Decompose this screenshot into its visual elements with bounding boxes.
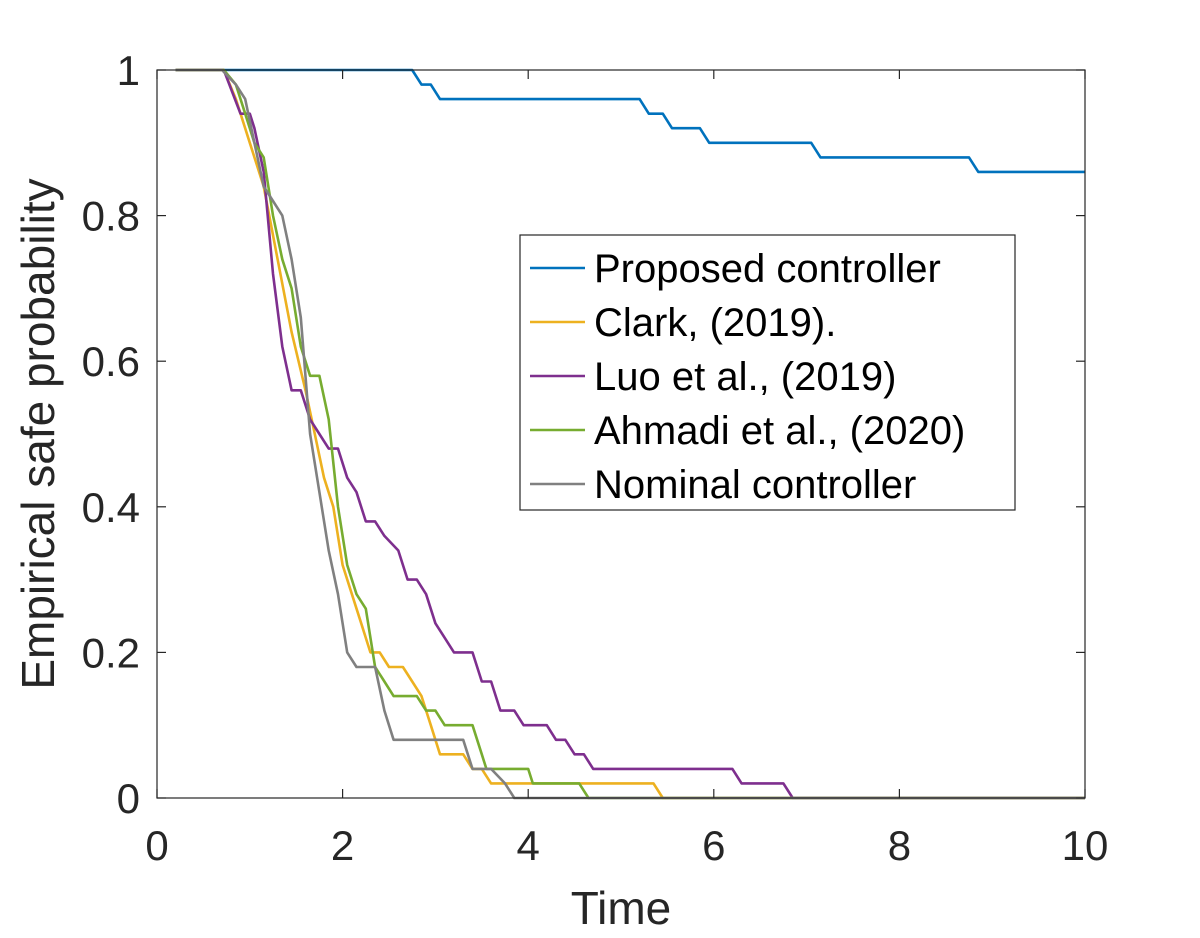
y-tick-labels: 0 0.2 0.4 0.6 0.8 1: [82, 47, 140, 822]
legend-label-5: Nominal controller: [594, 463, 916, 507]
x-tick-label: 4: [517, 822, 540, 869]
series-line-5: [175, 68, 1085, 800]
series-line-2: [175, 68, 1085, 800]
y-tick-label: 1: [117, 47, 140, 94]
legend-box: [519, 234, 1016, 511]
y-tick-label: 0.2: [82, 629, 140, 676]
x-tick-labels: 0 2 4 6 8 10: [145, 822, 1108, 869]
legend-label-4: Ahmadi et al., (2020): [594, 409, 965, 453]
legend: Proposed controller Clark, (2019). Luo et …: [519, 234, 1016, 511]
y-tick-label: 0.6: [82, 338, 140, 385]
y-tick-label: 0.8: [82, 193, 140, 240]
axis-ticks: [156, 69, 1086, 799]
legend-label-2: Clark, (2019).: [594, 301, 836, 345]
y-axis-label: Empirical safe probability: [12, 178, 64, 689]
x-axis-label: Time: [571, 882, 672, 934]
y-tick-label: 0.4: [82, 484, 140, 531]
legend-label-3: Luo et al., (2019): [594, 355, 896, 399]
legend-label-1: Proposed controller: [594, 247, 941, 291]
x-tick-label: 6: [702, 822, 725, 869]
x-tick-label: 10: [1062, 822, 1109, 869]
series-line-3: [175, 68, 1085, 800]
plot-frame: [156, 69, 1086, 799]
series-line-1: [175, 68, 1085, 174]
series-lines: [175, 68, 1085, 800]
x-tick-label: 2: [331, 822, 354, 869]
y-tick-label: 0: [117, 775, 140, 822]
x-tick-label: 0: [145, 822, 168, 869]
series-line-4: [175, 68, 1085, 800]
x-tick-label: 8: [888, 822, 911, 869]
